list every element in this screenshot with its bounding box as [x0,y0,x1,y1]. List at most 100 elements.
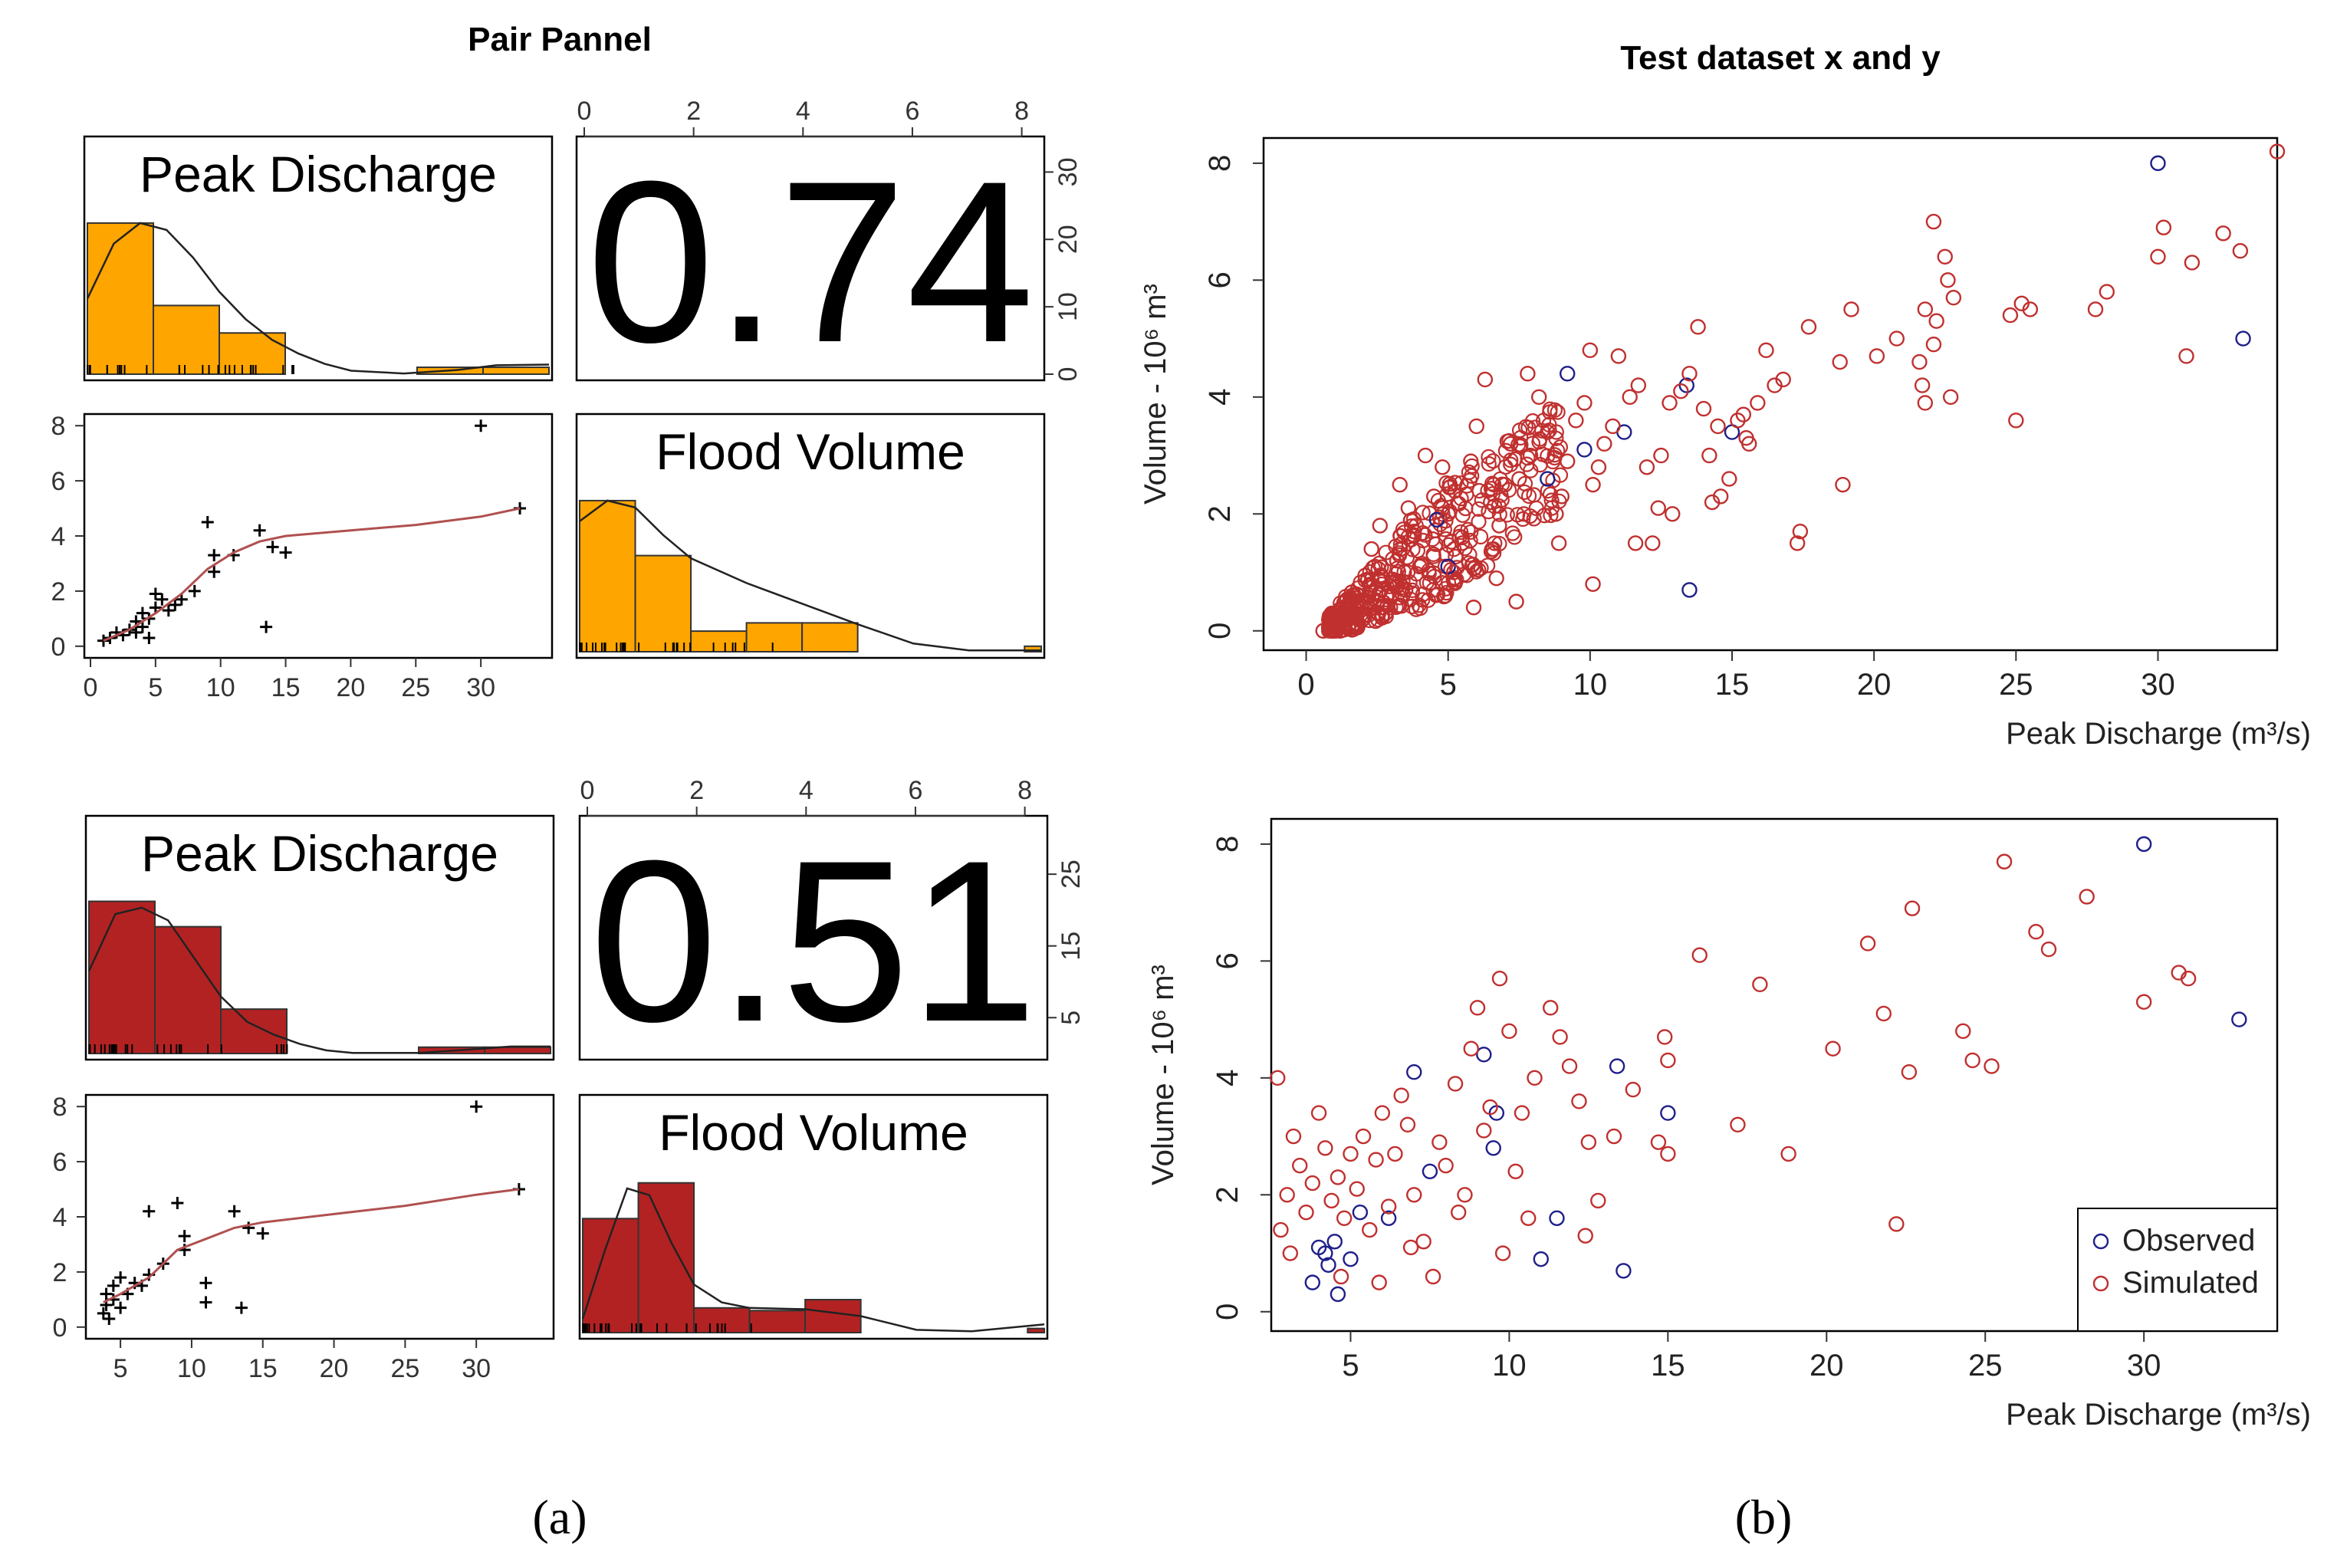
scatter_bottom-simulated-point [1561,1058,1578,1074]
scatter_top-simulated-point [1515,511,1531,528]
scatter_top-simulated-point [1627,535,1644,551]
scatter_top-simulated-point [1406,523,1422,540]
scatter_bottom-observed-point [1380,1210,1397,1226]
scatter_top-frame [1262,136,2279,652]
scatter_top-simulated-point [1371,555,1387,571]
pair_bottom-scatter-point [171,1197,184,1210]
scatter_top-simulated-point [1789,535,1806,551]
scatter_top-simulated-point [1499,507,1515,523]
pair_bottom-diag-label-volume: Flood Volume [659,1104,968,1161]
scatter_bottom-simulated-point [1355,1128,1372,1145]
pair_top-scatter-point [136,620,149,633]
pair_bottom-smooth-line [103,1188,520,1303]
scatter_top-simulated-point [1373,609,1390,625]
pair_bottom-scatter-point [242,1221,255,1234]
scatter_top-simulated-point [1585,476,1601,493]
pair_top-right-axis-label: 30 [1053,157,1083,186]
scatter_top-xtick-label: 30 [2141,668,2175,702]
pair_top-scatter-xtick-label: 30 [466,673,495,702]
pair_bottom-diag-label-peak: Peak Discharge [141,825,498,882]
scatter_bottom-observed-point [2231,1011,2247,1027]
scatter_top-simulated-point [1491,498,1507,514]
pair_bottom-scatter-point [103,1313,116,1326]
scatter_bottom-simulated-point [1580,1134,1597,1150]
scatter_top-simulated-point [1383,587,1399,604]
scatter_top-simulated-point [1485,453,1501,469]
scatter_top-simulated-point [1937,248,1953,265]
pair_bottom-scatter-point [114,1301,127,1314]
scatter_top-simulated-point [1369,593,1385,610]
scatter_top-simulated-point [1462,532,1478,549]
scatter_top-simulated-point [1454,535,1471,551]
scatter_top-simulated-point [1448,571,1464,588]
scatter_top-simulated-point [1523,462,1539,478]
scatter_top-simulated-point [1344,609,1361,626]
scatter_bottom-simulated-point [1402,1239,1419,1256]
pair_top-scatter-point [97,634,110,647]
pair_bottom-scatter-xtick-label: 20 [320,1354,349,1383]
pair_bottom-scatter-ytick-label: 6 [53,1148,67,1177]
scatter_top-simulated-point [1481,455,1497,472]
pair_top-hist-peak-bar [219,332,286,375]
scatter_top-ylabel: Volume - 10⁶ m³ [1139,284,1172,505]
scatter_top-simulated-point [1332,623,1349,639]
pair_bottom-top-axis-label: 2 [689,776,704,805]
pair_top-scatter-point [130,626,143,639]
scatter_top-simulated-point [1520,366,1536,382]
scatter_top-observed-point [1576,442,1593,458]
scatter_top-simulated-point [1431,509,1448,525]
scatter_bottom-observed-point [1476,1047,1492,1063]
scatter_top-simulated-point [1425,531,1441,547]
scatter_bottom-simulated-point [1330,1169,1346,1185]
scatter_top-simulated-point [1363,541,1379,557]
scatter_top-simulated-point [1540,483,1556,499]
pair_top-scatter-point [169,598,182,611]
pair_bottom-hist-volume-group: Flood Volume [578,1093,1049,1340]
pair_bottom-hist-volume-density-line [581,1187,1045,1333]
pair_bottom-hist-peak-bar [88,900,156,1054]
scatter_top-simulated-point [1511,471,1527,487]
scatter_bottom-ytick-label: 8 [1211,836,1244,853]
scatter_top-simulated-point [1610,348,1627,364]
scatter_top-simulated-point [1467,560,1484,576]
scatter_top-simulated-point [1704,494,1721,511]
scatter_top-simulated-point [1835,476,1851,493]
pair_top-scatter-point [162,604,175,617]
scatter_top-xtick-label: 25 [1999,668,2033,702]
scatter_top-simulated-point [2150,248,2166,265]
scatter_bottom-xtick-label: 5 [1342,1349,1359,1382]
pair_top-hist-peak-bar [153,304,220,375]
scatter_bottom-observed-point [1422,1163,1438,1179]
scatter_top-simulated-point [1681,366,1698,382]
scatter_bottom-simulated-point [1527,1070,1543,1086]
scatter_bottom-simulated-point [1349,1181,1365,1197]
scatter_top-simulated-point [2269,143,2286,159]
scatter_top-simulated-point [1359,572,1376,589]
scatter_bottom-observed-point [2135,836,2152,853]
scatter_bottom-simulated-point [1730,1116,1746,1133]
scatter_top-simulated-point [1622,389,1638,406]
pair_bottom-scatter-point [100,1287,113,1300]
scatter_bottom-ytick-label: 4 [1211,1070,1244,1086]
scatter_top-simulated-point [1438,546,1454,563]
scatter_bottom-simulated-point [1469,1000,1486,1016]
scatter_top-simulated-point [1888,330,1905,347]
scatter_top-simulated-point [1465,600,1482,616]
scatter_top-simulated-point [1328,608,1344,624]
scatter_bottom-legend-label-simulated: Simulated [2122,1266,2259,1300]
pair_bottom-scatter-point [97,1307,110,1320]
scatter_bottom-simulated-point [1984,1058,2000,1074]
scatter_top-simulated-point [1548,506,1564,522]
pair_bottom-correlation-value: 0.51 [590,812,1037,1070]
scatter_top-simulated-point [1550,404,1566,420]
scatter_top-simulated-point [1710,418,1726,435]
scatter_top-simulated-point [1450,495,1466,511]
pair_top-scatter-point [253,524,266,537]
scatter_top-observed-point [2235,330,2251,347]
scatter_bottom-simulated-point [1552,1029,1568,1045]
pair_bottom-right-axis-label: 25 [1057,860,1086,889]
scatter_top-simulated-point [1448,548,1464,565]
scatter_bottom-simulated-point [2040,941,2057,958]
scatter-panel-title: Test dataset x and y [1620,39,1941,77]
scatter_bottom-simulated-point [1691,947,1708,963]
